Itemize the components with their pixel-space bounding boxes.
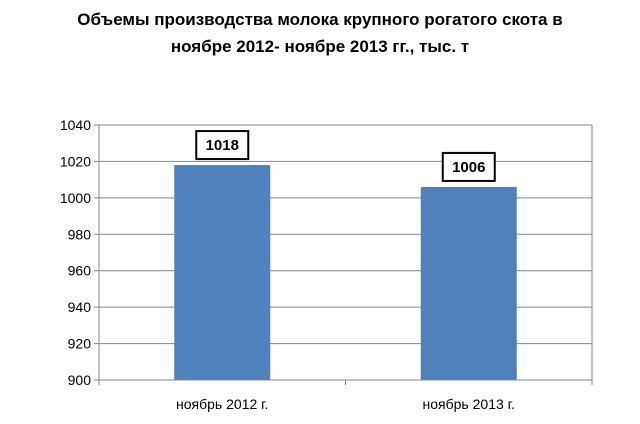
data-label-box (441, 151, 496, 182)
bar (420, 186, 517, 380)
y-tick-label: 920 (68, 336, 92, 352)
y-tick-label: 940 (68, 299, 92, 315)
y-tick-label: 1040 (60, 117, 91, 133)
chart-title: Объемы производства молока крупного рога… (0, 6, 640, 60)
y-tick-label: 1000 (60, 190, 91, 206)
chart-title-line-2: ноябре 2012- ноябре 2013 гг., тыс. т (170, 37, 470, 56)
chart-title-line-1: Объемы производства молока крупного рога… (77, 10, 563, 29)
x-category-label: ноябрь 2012 г. (176, 396, 268, 412)
y-tick-label: 1020 (60, 153, 91, 169)
x-category-label: ноябрь 2013 г. (423, 396, 515, 412)
data-label: 1006 (452, 159, 485, 176)
data-label: 1018 (206, 137, 239, 154)
y-tick-label: 960 (68, 263, 92, 279)
data-label-box (195, 130, 250, 161)
y-tick-label: 980 (68, 226, 92, 242)
y-tick-label: 900 (68, 372, 92, 388)
bar (174, 165, 271, 380)
